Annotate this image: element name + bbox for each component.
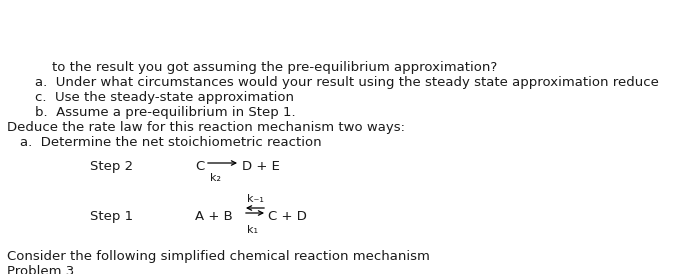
Text: Deduce the rate law for this reaction mechanism two ways:: Deduce the rate law for this reaction me… [7,121,405,134]
Text: C: C [195,160,204,173]
Text: k₁: k₁ [247,225,258,235]
Text: Problem 3: Problem 3 [7,265,74,274]
Text: D + E: D + E [242,160,280,173]
Text: Step 1: Step 1 [90,210,133,223]
Text: c.  Use the steady-state approximation: c. Use the steady-state approximation [35,91,294,104]
Text: C + D: C + D [268,210,307,223]
Text: A + B: A + B [195,210,233,223]
Text: k₋₁: k₋₁ [247,194,264,204]
Text: a.  Determine the net stoichiometric reaction: a. Determine the net stoichiometric reac… [20,136,322,149]
Text: Step 2: Step 2 [90,160,133,173]
Text: k₂: k₂ [210,173,221,183]
Text: to the result you got assuming the pre-equilibrium approximation?: to the result you got assuming the pre-e… [52,61,497,74]
Text: b.  Assume a pre-equilibrium in Step 1.: b. Assume a pre-equilibrium in Step 1. [35,106,296,119]
Text: a.  Under what circumstances would your result using the steady state approximat: a. Under what circumstances would your r… [35,76,659,89]
Text: Consider the following simplified chemical reaction mechanism: Consider the following simplified chemic… [7,250,430,263]
